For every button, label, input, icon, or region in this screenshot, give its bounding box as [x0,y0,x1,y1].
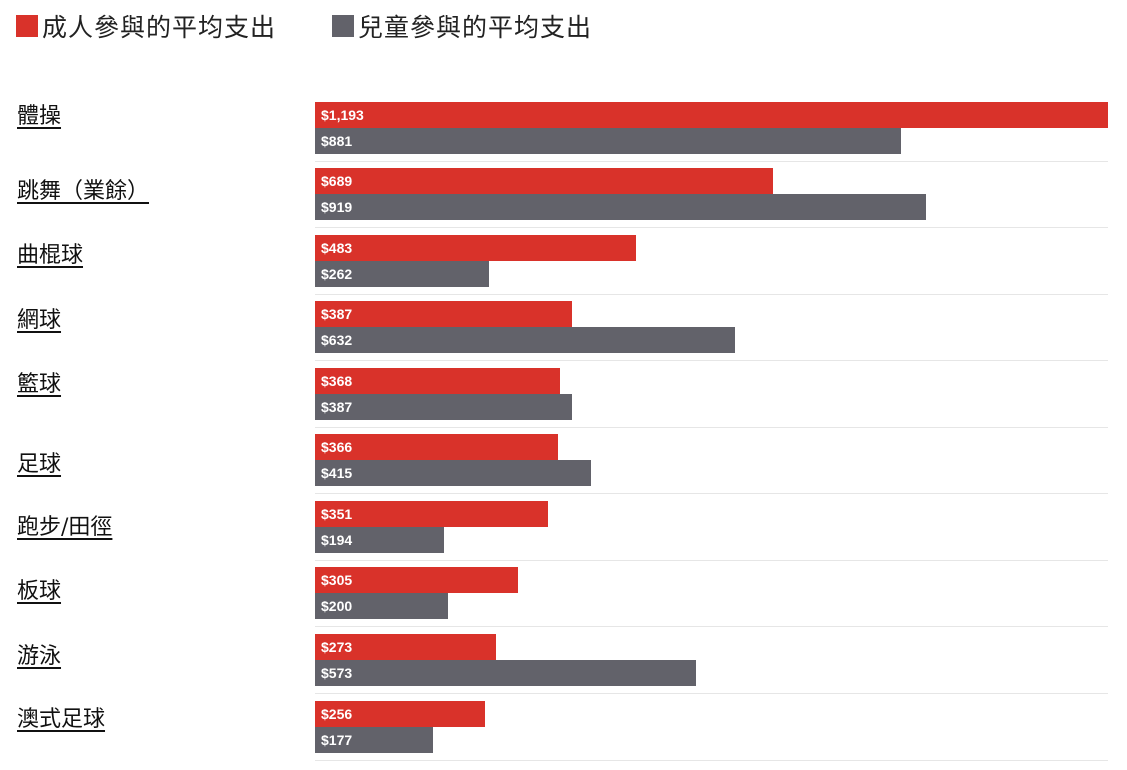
adult-bar: $351 [315,501,549,527]
adult-bar-value: $483 [321,240,353,256]
bar-group: $483 $262 [315,235,1108,295]
category-label[interactable]: 網球 [17,308,62,333]
child-bar: $573 [315,660,696,686]
child-bar: $194 [315,527,444,553]
adult-bar: $273 [315,634,497,660]
adult-bar: $387 [315,301,573,327]
legend-item-adult: 成人參與的平均支出 [16,8,276,44]
bar-group: $387 $632 [315,301,1108,361]
category-label[interactable]: 曲棍球 [17,243,84,268]
child-bar-value: $194 [321,532,353,548]
child-swatch-icon [332,15,355,37]
row-divider [315,227,1108,228]
adult-bar: $1,193 [315,102,1108,128]
legend-label-child: 兒童參與的平均支出 [358,13,593,42]
legend: 成人參與的平均支出 兒童參與的平均支出 [16,8,648,44]
adult-bar-value: $273 [321,639,353,655]
child-bar: $262 [315,261,490,287]
child-bar: $919 [315,194,926,220]
child-bar: $632 [315,327,736,353]
child-bar: $177 [315,727,433,753]
adult-bar: $368 [315,368,560,394]
category-label[interactable]: 游泳 [17,644,62,669]
row-divider [315,294,1108,295]
bar-group: $368 $387 [315,368,1108,428]
bar-group: $256 $177 [315,701,1108,761]
adult-bar: $305 [315,567,518,593]
category-label[interactable]: 澳式足球 [17,707,106,732]
category-label[interactable]: 板球 [17,579,62,604]
bar-group: $366 $415 [315,434,1108,494]
legend-label-adult: 成人參與的平均支出 [42,13,277,42]
child-bar: $200 [315,593,448,619]
bar-group: $273 $573 [315,634,1108,694]
adult-bar-value: $351 [321,506,353,522]
adult-bar: $256 [315,701,486,727]
row-divider [315,760,1108,761]
adult-bar-value: $366 [321,439,353,455]
bar-group: $689 $919 [315,168,1108,228]
adult-swatch-icon [16,15,38,37]
adult-bar-value: $387 [321,306,353,322]
row-divider [315,693,1108,694]
row-divider [315,560,1108,561]
child-bar-value: $415 [321,465,353,481]
child-bar: $415 [315,460,591,486]
bar-group: $351 $194 [315,501,1108,561]
child-bar: $387 [315,394,573,420]
child-bar-value: $387 [321,399,353,415]
adult-bar-value: $689 [321,173,353,189]
row-divider [315,626,1108,627]
child-bar-value: $200 [321,598,353,614]
adult-bar: $483 [315,235,637,261]
adult-bar-value: $368 [321,373,353,389]
child-bar-value: $632 [321,332,353,348]
row-divider [315,493,1108,494]
row-divider [315,360,1108,361]
category-label[interactable]: 足球 [17,452,62,477]
child-bar-value: $573 [321,665,353,681]
adult-bar: $366 [315,434,559,460]
category-label[interactable]: 籃球 [17,372,62,397]
category-label[interactable]: 跳舞（業餘） [17,179,150,204]
adult-bar-value: $1,193 [321,107,364,123]
category-label[interactable]: 體操 [17,104,62,129]
bar-group: $305 $200 [315,567,1108,627]
child-bar-value: $177 [321,732,353,748]
child-bar-value: $919 [321,199,353,215]
child-bar-value: $881 [321,133,353,149]
category-label[interactable]: 跑步/田徑 [17,515,113,540]
row-divider [315,427,1108,428]
adult-bar: $689 [315,168,773,194]
bar-group: $1,193 $881 [315,102,1108,162]
row-divider [315,161,1108,162]
child-bar-value: $262 [321,266,353,282]
legend-item-child: 兒童參與的平均支出 [332,8,592,44]
child-bar: $881 [315,128,901,154]
adult-bar-value: $305 [321,572,353,588]
adult-bar-value: $256 [321,706,353,722]
